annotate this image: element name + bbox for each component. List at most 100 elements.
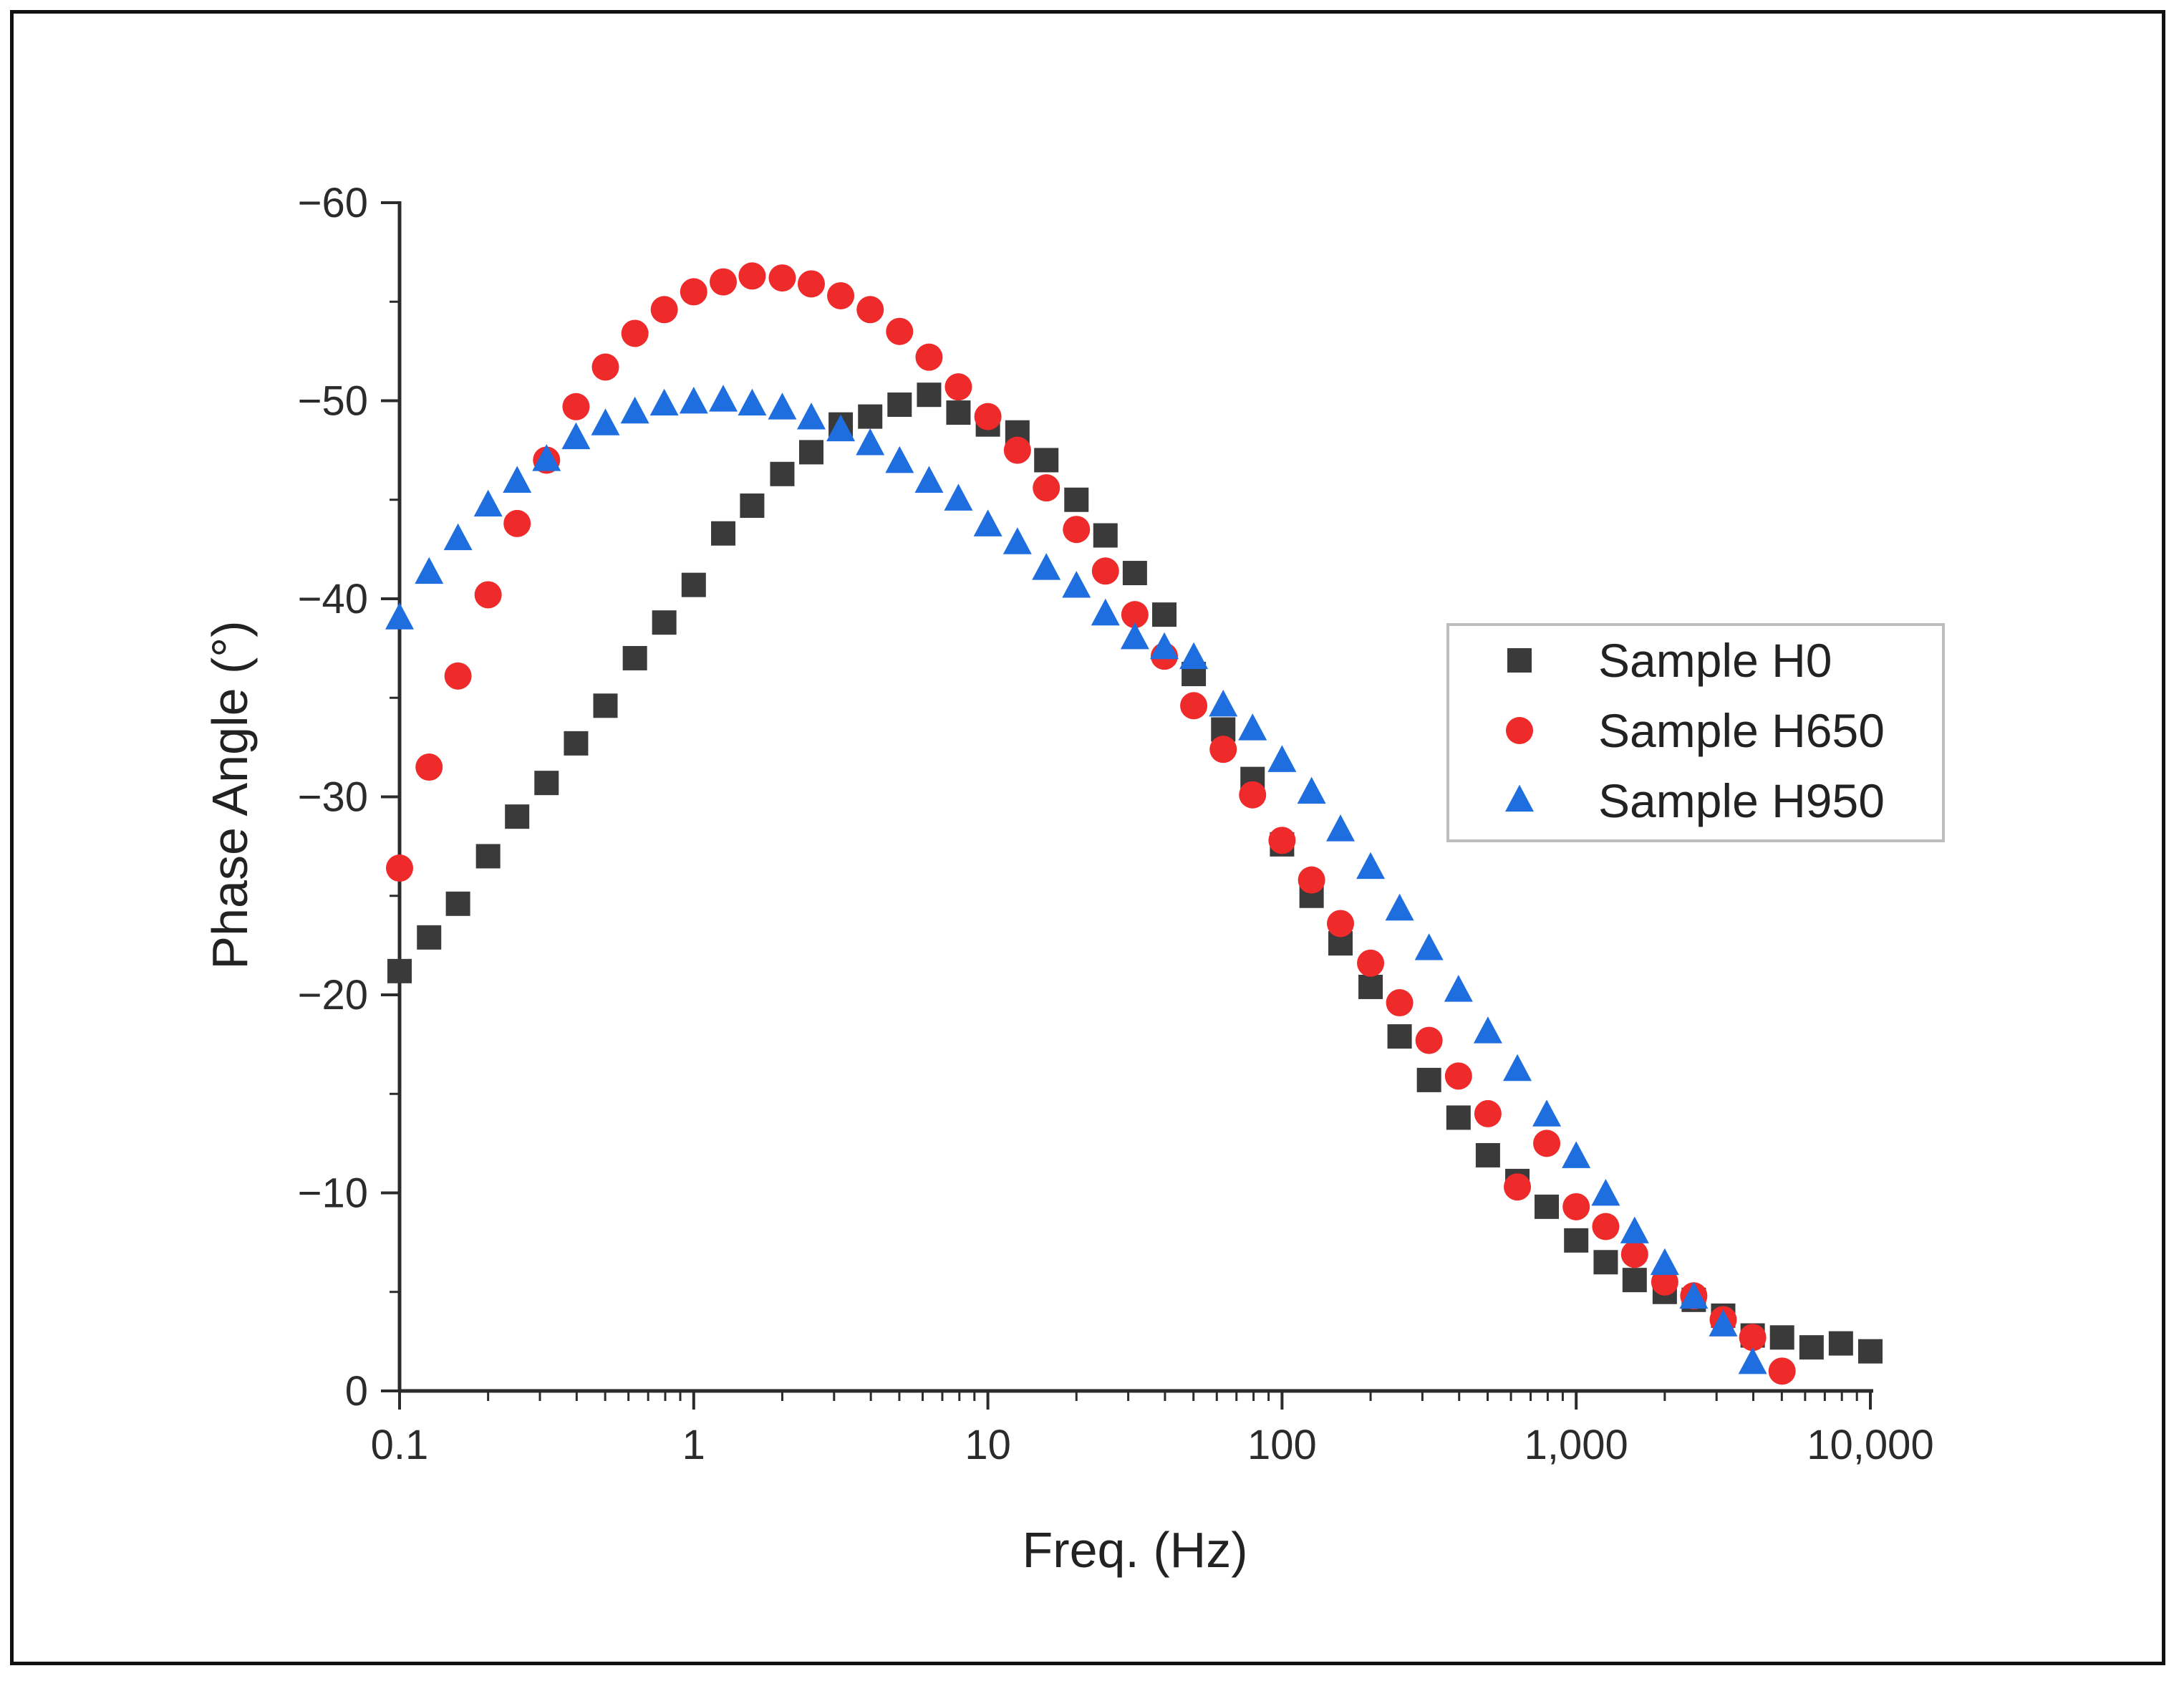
data-point — [1416, 1067, 1441, 1092]
series-sample-h0 — [387, 382, 1883, 1364]
data-point — [858, 404, 883, 429]
data-points — [385, 262, 1883, 1385]
data-point — [709, 385, 738, 412]
y-tick-label: −30 — [298, 774, 368, 821]
data-point — [1651, 1268, 1678, 1296]
data-point — [505, 804, 530, 829]
y-axis-ticks: 0 −10 −20 −30 −40 −50 −60 — [298, 180, 400, 1415]
data-point — [534, 771, 559, 796]
data-point — [856, 296, 884, 324]
data-point — [1503, 1054, 1532, 1082]
data-point — [1238, 713, 1267, 741]
data-point — [1179, 642, 1209, 670]
data-point — [1592, 1213, 1620, 1241]
data-point — [620, 396, 649, 424]
data-point — [1064, 487, 1089, 512]
data-point — [1033, 474, 1060, 502]
data-point — [1593, 1250, 1618, 1275]
data-point — [591, 408, 620, 435]
data-point — [652, 610, 677, 635]
data-point — [1358, 974, 1383, 999]
y-axis-title: Phase Angle (°) — [202, 620, 258, 969]
data-point — [1768, 1357, 1796, 1385]
data-point — [826, 414, 856, 442]
data-point — [1209, 736, 1237, 764]
data-point — [1121, 601, 1149, 629]
data-point — [1769, 1325, 1794, 1350]
data-point — [1152, 602, 1177, 627]
data-point — [915, 343, 943, 371]
data-point — [738, 388, 767, 416]
data-point — [444, 662, 472, 690]
data-point — [1679, 1281, 1709, 1309]
data-point — [593, 693, 618, 718]
y-tick-label: −20 — [298, 972, 368, 1018]
data-point — [1444, 975, 1473, 1002]
data-point — [1533, 1130, 1561, 1157]
data-point — [1062, 571, 1091, 598]
data-point — [1562, 1193, 1590, 1220]
data-point — [1858, 1339, 1883, 1364]
data-point — [473, 489, 503, 517]
data-point — [443, 523, 473, 551]
data-point — [1093, 523, 1118, 548]
data-point — [649, 388, 679, 416]
data-point — [886, 317, 914, 345]
data-point — [562, 392, 590, 420]
data-point — [944, 373, 972, 401]
legend-label: Sample H950 — [1598, 774, 1885, 827]
data-point — [798, 440, 823, 465]
data-point — [503, 509, 531, 537]
legend: Sample H0 Sample H650 Sample H950 — [1446, 623, 1945, 842]
data-point — [1327, 910, 1355, 938]
data-point — [474, 581, 502, 609]
data-point — [1091, 598, 1120, 626]
data-point — [1474, 1099, 1502, 1127]
data-point — [1504, 1173, 1532, 1201]
data-point — [387, 958, 412, 983]
data-point — [768, 392, 797, 420]
data-point — [1475, 1142, 1500, 1167]
data-point — [591, 353, 619, 381]
data-point — [417, 925, 442, 950]
x-tick-label: 10 — [965, 1422, 1011, 1468]
data-point — [1120, 622, 1149, 650]
legend-label: Sample H650 — [1598, 704, 1885, 757]
data-point — [1444, 1062, 1472, 1090]
data-point — [1298, 866, 1325, 894]
data-point — [1122, 561, 1147, 586]
data-point — [917, 382, 942, 408]
data-point — [622, 645, 647, 670]
legend-marker — [1505, 784, 1534, 812]
data-point — [1446, 1105, 1471, 1130]
y-tick-label: −60 — [298, 180, 368, 226]
data-point — [944, 483, 973, 511]
data-point — [856, 428, 885, 456]
data-point — [1003, 436, 1031, 464]
x-tick-label: 100 — [1247, 1422, 1317, 1468]
y-tick-label: −10 — [298, 1170, 368, 1217]
data-point — [1620, 1241, 1648, 1268]
data-point — [768, 264, 796, 292]
data-point — [1591, 1178, 1620, 1206]
data-point — [475, 844, 501, 869]
data-point — [415, 753, 443, 781]
data-point — [1709, 1309, 1738, 1336]
data-point — [1564, 1228, 1589, 1253]
data-point — [1385, 893, 1414, 921]
data-point — [887, 392, 912, 418]
data-point — [1063, 516, 1091, 544]
data-point — [386, 854, 413, 882]
data-point — [532, 444, 561, 471]
data-point — [1297, 776, 1326, 804]
data-point — [1622, 1268, 1647, 1293]
data-point — [1535, 1194, 1560, 1219]
series-sample-h650 — [386, 262, 1796, 1385]
data-point — [1414, 933, 1444, 960]
data-point — [1091, 557, 1119, 585]
x-tick-label: 10,000 — [1807, 1422, 1933, 1468]
data-point — [827, 281, 855, 309]
data-point — [1357, 949, 1385, 977]
legend-marker — [1507, 648, 1532, 673]
